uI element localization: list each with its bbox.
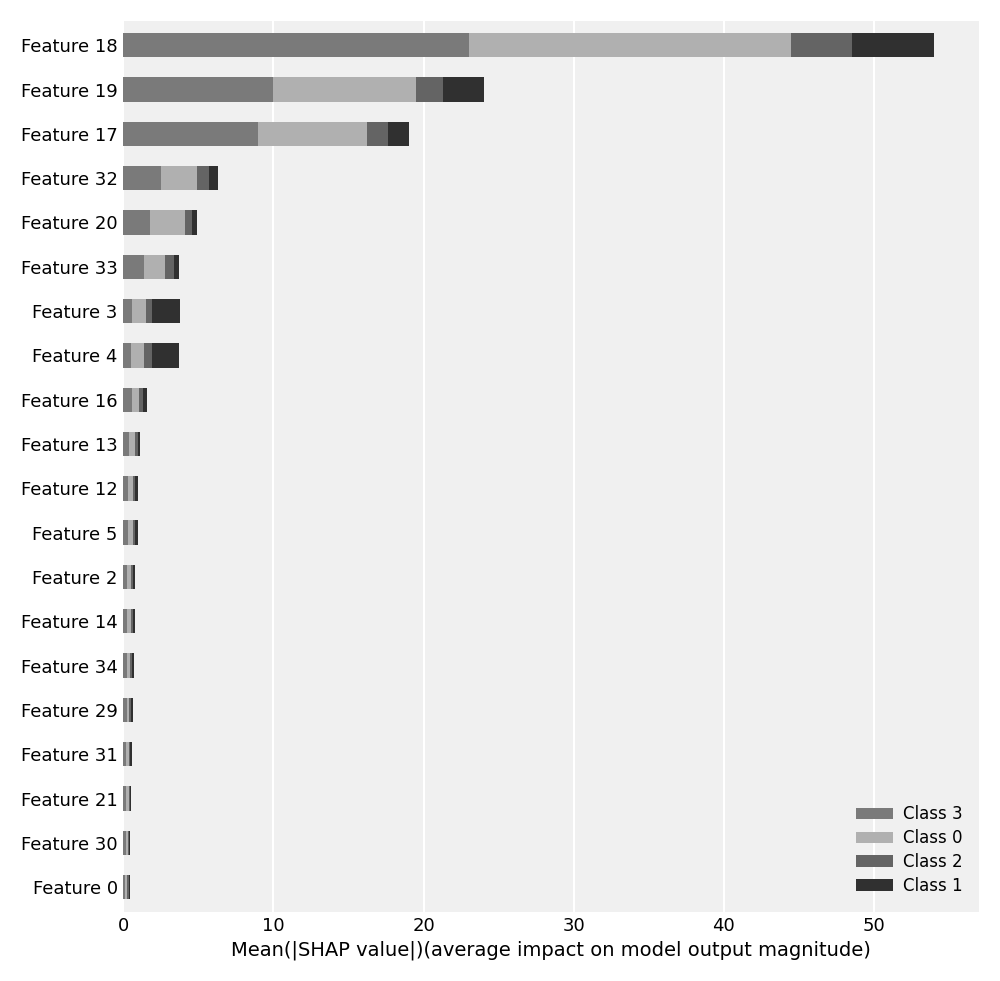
Bar [146, 299, 152, 324]
Bar [129, 697, 131, 722]
Bar [161, 166, 197, 190]
Bar [416, 77, 443, 102]
Bar [138, 432, 140, 456]
Bar [150, 210, 185, 234]
Legend: Class 3, Class 0, Class 2, Class 1: Class 3, Class 0, Class 2, Class 1 [848, 797, 971, 904]
Bar [129, 787, 130, 810]
Bar [131, 697, 133, 722]
Bar [129, 875, 130, 900]
Bar [123, 77, 273, 102]
Bar [791, 33, 852, 58]
Bar [133, 565, 135, 590]
Bar [123, 787, 126, 810]
Bar [367, 122, 388, 146]
Bar [127, 609, 131, 634]
Bar [135, 521, 138, 544]
Bar [130, 742, 132, 766]
Bar [128, 521, 133, 544]
Bar [126, 742, 129, 766]
Bar [123, 343, 131, 368]
Bar [123, 33, 469, 58]
Bar [127, 653, 130, 678]
Bar [127, 875, 129, 900]
Bar [185, 210, 192, 234]
Bar [123, 210, 150, 234]
Bar [144, 343, 152, 368]
Bar [132, 387, 139, 412]
Bar [152, 299, 180, 324]
Bar [128, 831, 129, 855]
Bar [129, 742, 130, 766]
Bar [123, 697, 127, 722]
Bar [130, 787, 131, 810]
Bar [123, 609, 127, 634]
Bar [123, 742, 126, 766]
Bar [143, 387, 147, 412]
Bar [123, 255, 144, 279]
Bar [130, 653, 132, 678]
Bar [174, 255, 179, 279]
Bar [133, 609, 135, 634]
Bar [128, 476, 133, 500]
Bar [123, 387, 132, 412]
Bar [127, 697, 129, 722]
Bar [123, 122, 258, 146]
Bar [123, 875, 125, 900]
Bar [209, 166, 218, 190]
Bar [443, 77, 484, 102]
Bar [127, 565, 131, 590]
Bar [126, 787, 129, 810]
Bar [135, 476, 138, 500]
Bar [133, 476, 135, 500]
Bar [133, 521, 135, 544]
Bar [123, 653, 127, 678]
Bar [388, 122, 409, 146]
Bar [132, 653, 134, 678]
Bar [123, 166, 161, 190]
Bar [131, 609, 133, 634]
Bar [123, 299, 132, 324]
Bar [192, 210, 197, 234]
Bar [129, 432, 135, 456]
Bar [123, 521, 128, 544]
Bar [152, 343, 179, 368]
Bar [129, 831, 130, 855]
Bar [123, 831, 126, 855]
Bar [123, 565, 127, 590]
Bar [273, 77, 416, 102]
Bar [197, 166, 209, 190]
Bar [123, 432, 129, 456]
Bar [852, 33, 934, 58]
Bar [126, 831, 128, 855]
Bar [132, 299, 146, 324]
Bar [469, 33, 791, 58]
Bar [139, 387, 143, 412]
Bar [258, 122, 367, 146]
Bar [131, 343, 144, 368]
Bar [125, 875, 127, 900]
Bar [135, 432, 138, 456]
Bar [131, 565, 133, 590]
Bar [123, 476, 128, 500]
Bar [144, 255, 165, 279]
Bar [165, 255, 174, 279]
X-axis label: Mean(|SHAP value|)(average impact on model output magnitude): Mean(|SHAP value|)(average impact on mod… [231, 941, 871, 960]
